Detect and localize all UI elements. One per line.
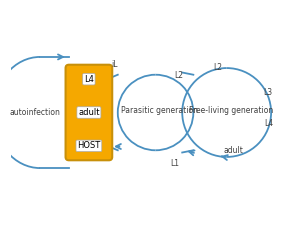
Text: HOST: HOST <box>77 141 101 150</box>
Text: Free-living generation: Free-living generation <box>189 106 273 115</box>
Text: L2: L2 <box>174 71 183 80</box>
Text: L4: L4 <box>264 119 274 128</box>
Text: adult: adult <box>78 108 100 117</box>
Text: L2: L2 <box>213 63 222 72</box>
Text: Parasitic generation: Parasitic generation <box>122 106 199 115</box>
FancyBboxPatch shape <box>66 65 112 160</box>
Text: L3: L3 <box>263 88 272 97</box>
Text: autoinfection: autoinfection <box>10 108 61 117</box>
Text: L4: L4 <box>84 75 94 84</box>
Text: L1: L1 <box>170 159 179 168</box>
Text: adult: adult <box>224 146 243 155</box>
Text: iL: iL <box>111 60 118 69</box>
